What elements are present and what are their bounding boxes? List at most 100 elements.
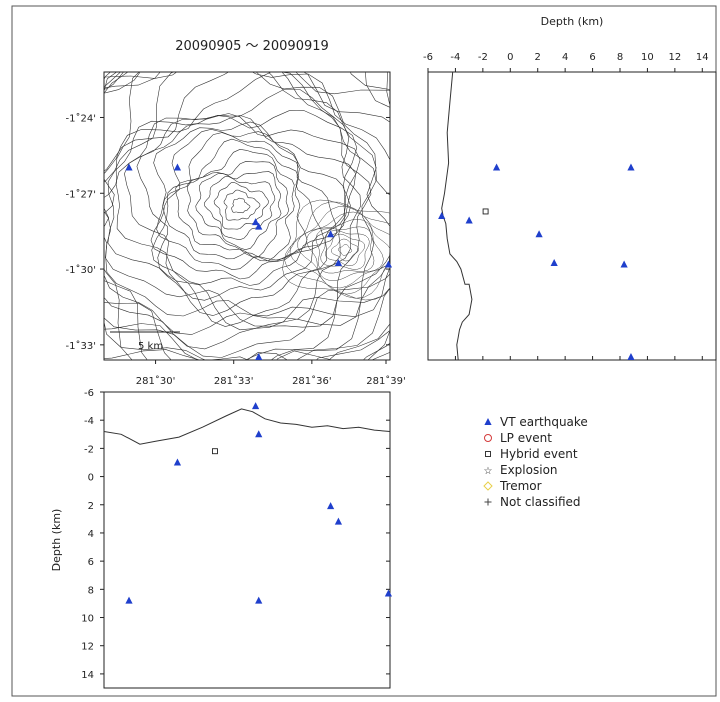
lon-depth-y-tick-label: 4 bbox=[88, 529, 94, 540]
map-x-tick-label: 281˚33' bbox=[214, 375, 254, 387]
contour-line bbox=[151, 121, 346, 286]
contour-line bbox=[284, 201, 390, 299]
lon-depth-y-tick-label: -4 bbox=[84, 416, 94, 427]
lat-depth-xlabel: Depth (km) bbox=[541, 15, 604, 28]
contour-line bbox=[315, 330, 390, 360]
map-events bbox=[125, 163, 393, 360]
lon-depth-y-tick-label: 14 bbox=[81, 670, 94, 681]
map-y-tick-label: -1˚33' bbox=[66, 340, 96, 352]
scale-label: 5 km bbox=[138, 341, 163, 352]
contour-line bbox=[315, 226, 375, 274]
map-x-tick-label: 281˚36' bbox=[292, 375, 332, 387]
legend-hybrid-event-symbol bbox=[485, 451, 491, 457]
legend: VT earthquake LP event Hybrid event ☆ Explos… bbox=[483, 415, 588, 509]
lat-depth-vt-earthquake-marker bbox=[438, 212, 446, 219]
lat-depth-vt-earthquake-marker bbox=[627, 352, 635, 360]
lon-depth-vt-earthquake-marker bbox=[251, 402, 260, 410]
legend-label: LP event bbox=[500, 431, 552, 445]
legend-label: VT earthquake bbox=[500, 415, 588, 429]
lon-depth-y-tick-label: -6 bbox=[84, 388, 94, 399]
map-x-tick-label: 281˚39' bbox=[366, 375, 406, 387]
map-vt-earthquake-marker bbox=[327, 230, 335, 238]
lon-depth-y-tick-label: 8 bbox=[88, 585, 94, 596]
contour-line bbox=[331, 238, 359, 262]
lon-depth-vt-earthquake-marker bbox=[334, 517, 343, 525]
contour-line bbox=[213, 182, 269, 230]
map-y-tick-label: -1˚30' bbox=[66, 264, 96, 276]
map-vt-earthquake-marker bbox=[384, 260, 393, 268]
lat-depth-hybrid-event-marker bbox=[482, 208, 489, 215]
map-y-tick-label: -1˚27' bbox=[66, 188, 96, 200]
contour-line bbox=[104, 72, 390, 350]
legend-label: Explosion bbox=[500, 463, 558, 477]
lat-depth-vt-earthquake-marker bbox=[465, 216, 473, 224]
map-x-tick-label: 281˚30' bbox=[136, 375, 176, 387]
lon-depth-topography-line bbox=[103, 408, 391, 445]
contour-line bbox=[289, 205, 390, 295]
lat-depth-events bbox=[438, 163, 635, 360]
map-panel: 281˚30' 281˚33' 281˚36' 281˚39' -1˚24' -1˚27'… bbox=[66, 71, 406, 387]
lat-depth-x-tick-label: 6 bbox=[589, 52, 595, 63]
map-vt-earthquake-marker bbox=[255, 222, 263, 230]
lon-depth-y-tick-label: 6 bbox=[88, 557, 94, 568]
lat-depth-x-tick-label: 2 bbox=[535, 52, 541, 63]
legend-not-classified-symbol bbox=[484, 498, 492, 506]
legend-vt-earthquake-symbol bbox=[484, 418, 492, 425]
lon-depth-y-tick-label: 0 bbox=[88, 473, 94, 484]
lon-depth-vt-earthquake-marker bbox=[327, 502, 335, 510]
contour-line bbox=[282, 199, 390, 301]
contour-line bbox=[104, 72, 372, 328]
legend-tremor-symbol bbox=[483, 481, 493, 491]
lon-depth-frame bbox=[103, 391, 391, 689]
contour-line bbox=[231, 197, 251, 214]
lat-depth-x-tick-label: 14 bbox=[696, 52, 709, 63]
lon-depth-hybrid-event-marker bbox=[212, 448, 218, 455]
lat-depth-vt-earthquake-marker bbox=[620, 260, 628, 268]
lon-depth-axis-ticks: -6 -4 -2 0 2 4 6 8 10 12 14 bbox=[81, 388, 390, 681]
lon-depth-y-tick-label: -2 bbox=[84, 444, 94, 455]
lon-depth-vt-earthquake-marker bbox=[255, 430, 263, 438]
lat-depth-x-tick-label: 0 bbox=[507, 52, 513, 63]
map-vt-earthquake-marker bbox=[255, 352, 263, 360]
lat-depth-vt-earthquake-marker bbox=[492, 163, 501, 171]
lon-depth-y-tick-label: 12 bbox=[81, 642, 94, 653]
lon-depth-vt-earthquake-marker bbox=[125, 596, 133, 604]
lat-depth-axis-ticks: -6 -4 -2 0 2 4 6 8 10 12 14 bbox=[423, 52, 709, 360]
lon-depth-ylabel: Depth (km) bbox=[50, 509, 63, 572]
lat-depth-vt-earthquake-marker bbox=[535, 230, 543, 238]
lon-depth-panel: Depth (km) -6 -4 -2 0 2 4 6 8 10 12 14 bbox=[50, 388, 393, 689]
scale-bar: 5 km bbox=[110, 331, 180, 352]
contour-line bbox=[104, 72, 390, 360]
contour-line bbox=[175, 148, 295, 262]
contour-line bbox=[115, 110, 358, 327]
lat-depth-x-tick-label: 10 bbox=[641, 52, 654, 63]
contour-line bbox=[104, 72, 390, 335]
legend-label: Tremor bbox=[499, 479, 542, 493]
lon-depth-y-tick-label: 2 bbox=[88, 501, 94, 512]
contour-line bbox=[104, 72, 390, 360]
contour-line bbox=[107, 89, 361, 331]
contour-line bbox=[150, 128, 337, 280]
legend-explosion-symbol: ☆ bbox=[484, 466, 493, 477]
lat-depth-vt-earthquake-marker bbox=[550, 258, 558, 266]
lon-depth-vt-earthquake-marker bbox=[384, 589, 393, 597]
legend-lp-event-symbol bbox=[484, 434, 492, 442]
lat-depth-x-tick-label: -6 bbox=[423, 52, 433, 63]
legend-label: Not classified bbox=[500, 495, 581, 509]
lat-depth-vt-earthquake-marker bbox=[627, 163, 635, 171]
lon-depth-vt-earthquake-marker bbox=[173, 458, 182, 466]
legend-label: Hybrid event bbox=[500, 447, 578, 461]
lon-depth-events bbox=[125, 402, 393, 604]
lat-depth-frame bbox=[427, 71, 717, 361]
contour-line bbox=[320, 230, 370, 270]
contour-line bbox=[186, 161, 290, 258]
lat-depth-x-tick-label: 8 bbox=[617, 52, 623, 63]
map-y-tick-label: -1˚24' bbox=[66, 112, 96, 124]
contour-lines bbox=[104, 72, 390, 360]
map-vt-earthquake-marker bbox=[125, 163, 133, 171]
map-axis-ticks: 281˚30' 281˚33' 281˚36' 281˚39' -1˚24' -1˚27'… bbox=[66, 112, 406, 387]
contour-line bbox=[104, 72, 390, 358]
lat-depth-x-tick-label: 12 bbox=[668, 52, 681, 63]
lon-depth-y-tick-label: 10 bbox=[81, 614, 94, 625]
contour-line bbox=[104, 72, 390, 360]
